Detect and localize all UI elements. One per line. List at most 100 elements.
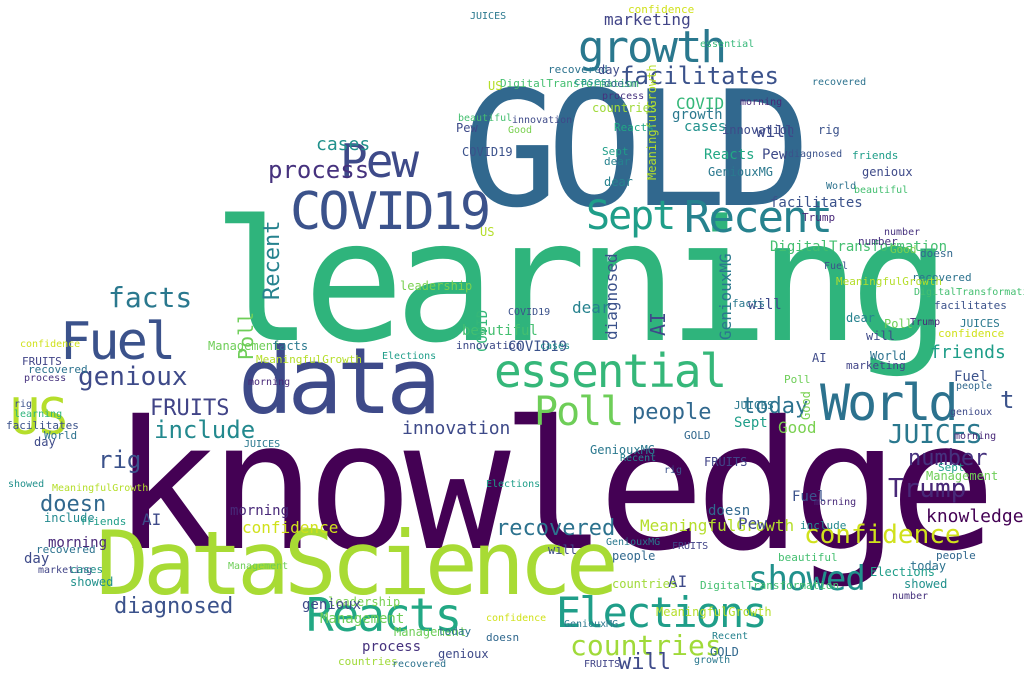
- word: countries: [338, 655, 398, 668]
- word: Fuel: [824, 261, 849, 272]
- word: Elections: [486, 479, 541, 490]
- word: recovered: [548, 63, 608, 76]
- word: genioux: [302, 597, 362, 613]
- word: FRUITS: [584, 659, 621, 670]
- word: cases: [540, 341, 571, 352]
- word: Pew: [340, 134, 419, 188]
- word: beautiful: [854, 185, 909, 196]
- word: COVID19: [508, 307, 551, 318]
- word: innovation: [512, 115, 573, 126]
- word: JUICES: [470, 11, 507, 22]
- word: FRUITS: [704, 455, 748, 469]
- word: US: [10, 388, 68, 446]
- word: day: [598, 63, 620, 77]
- word: US: [480, 225, 495, 239]
- word: countries: [612, 577, 678, 591]
- word: recovered: [36, 543, 96, 556]
- word: World: [44, 429, 78, 442]
- word: Trump: [910, 317, 941, 328]
- word: showed: [748, 559, 866, 599]
- word: will: [866, 329, 895, 343]
- word: people: [632, 400, 712, 425]
- word: beautiful: [462, 323, 538, 339]
- word: people: [956, 381, 993, 392]
- word: innovation: [402, 418, 511, 439]
- word: leadership: [328, 595, 401, 609]
- word: genioux: [862, 165, 913, 179]
- word: DigitalTransformation: [914, 287, 1024, 298]
- word: essential: [494, 344, 727, 398]
- word: morning: [248, 377, 291, 388]
- word: Good: [778, 418, 817, 437]
- word: confidence: [242, 518, 339, 537]
- word: FRUITS: [22, 355, 62, 368]
- word: number: [858, 235, 898, 248]
- word: Elections: [556, 588, 768, 637]
- word: friends: [80, 515, 127, 528]
- word: MeaningfulGrowth: [256, 353, 362, 366]
- word: diagnosed: [114, 594, 234, 619]
- word: World: [870, 349, 907, 363]
- word: Management: [394, 625, 467, 639]
- word: recovered: [392, 659, 447, 670]
- word: GeniouxMG: [606, 537, 661, 548]
- word: World: [826, 181, 857, 192]
- word: facts: [108, 281, 193, 314]
- word: Recent: [620, 453, 657, 464]
- word: today: [742, 394, 809, 419]
- word: Recent: [684, 192, 833, 243]
- word: will: [756, 122, 795, 141]
- word: Recent: [712, 631, 749, 642]
- word: Management: [320, 611, 405, 627]
- word: number: [908, 446, 988, 471]
- word: DataScience: [96, 512, 619, 615]
- word: morning: [48, 535, 108, 551]
- word: Sept: [602, 145, 629, 158]
- word: Pew: [738, 514, 767, 533]
- word: dear: [572, 298, 611, 317]
- word: rig: [664, 465, 683, 476]
- word: Pew: [456, 121, 478, 135]
- word: process: [362, 639, 422, 655]
- word: COVID: [676, 94, 725, 113]
- word: process: [24, 373, 67, 384]
- word: day: [34, 435, 56, 449]
- word: Management: [228, 561, 289, 572]
- word: include: [800, 519, 847, 532]
- word: Poll: [784, 373, 811, 386]
- word: Poll: [884, 317, 913, 331]
- word: FRUITS: [672, 541, 709, 552]
- word: will: [548, 543, 577, 557]
- word: Good: [508, 125, 533, 136]
- word: include: [154, 416, 256, 444]
- word: World: [820, 374, 959, 432]
- word: today: [910, 559, 947, 573]
- word: Fuel: [792, 489, 826, 505]
- word: Reacts: [614, 121, 654, 134]
- word: recovered: [912, 271, 972, 284]
- word: confidence: [628, 3, 695, 16]
- word: Sept: [586, 193, 676, 239]
- word: beautiful: [778, 551, 838, 564]
- word: countries: [570, 629, 722, 662]
- word: DigitalTransformation: [700, 579, 840, 592]
- word: COVID19: [462, 145, 513, 159]
- word: Management: [208, 339, 281, 353]
- word: cases: [574, 75, 608, 88]
- word: US: [488, 79, 503, 93]
- word: facilitates: [770, 195, 863, 211]
- word: people: [612, 549, 656, 563]
- word: AI: [812, 351, 827, 365]
- word: rig: [98, 446, 142, 474]
- word: MeaningfulGrowth: [656, 605, 772, 619]
- word: Sept: [734, 415, 768, 431]
- word: GOLD: [462, 56, 811, 243]
- word: rig: [14, 399, 33, 410]
- word: marketing: [38, 565, 93, 576]
- word: AI: [668, 572, 688, 591]
- word: COVID19: [508, 339, 568, 355]
- word: will: [748, 297, 782, 313]
- word: DigitalTransformation: [500, 77, 640, 90]
- word: MeaningfulGrowth: [640, 516, 795, 535]
